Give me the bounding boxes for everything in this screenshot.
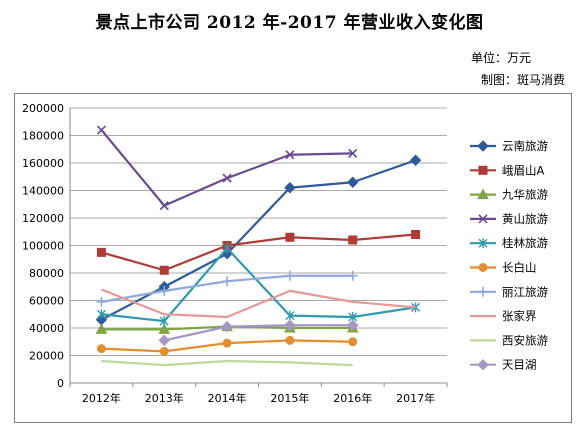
series-line bbox=[164, 324, 353, 342]
legend-marker bbox=[478, 263, 488, 272]
legend-marker bbox=[478, 214, 488, 224]
y-tick-label: 200000 bbox=[22, 102, 64, 115]
data-point bbox=[96, 247, 106, 257]
legend-label: 黄山旅游 bbox=[502, 212, 548, 226]
data-point bbox=[347, 176, 359, 188]
y-tick-label: 20000 bbox=[29, 350, 64, 363]
data-point bbox=[348, 235, 358, 245]
y-tick-label: 40000 bbox=[29, 322, 64, 335]
series-line bbox=[100, 159, 416, 321]
legend-marker bbox=[477, 358, 489, 371]
data-point bbox=[347, 319, 359, 331]
legend-label: 九华旅游 bbox=[502, 188, 548, 202]
data-point bbox=[159, 201, 169, 211]
x-tick-label: 2014年 bbox=[208, 391, 247, 405]
data-point bbox=[96, 344, 106, 354]
y-tick-label: 80000 bbox=[29, 267, 64, 280]
x-tick-label: 2016年 bbox=[333, 391, 372, 405]
data-point bbox=[348, 148, 358, 158]
data-point bbox=[285, 232, 295, 242]
y-tick-label: 120000 bbox=[22, 212, 64, 225]
x-tick-label: 2012年 bbox=[82, 391, 121, 405]
legend-label: 丽江旅游 bbox=[502, 285, 548, 299]
y-tick-label: 60000 bbox=[29, 295, 64, 308]
series-line bbox=[101, 288, 416, 319]
data-point bbox=[96, 309, 106, 320]
data-point bbox=[285, 310, 295, 321]
legend-label: 云南旅游 bbox=[502, 139, 548, 153]
x-tick-label: 2017年 bbox=[396, 391, 435, 405]
chart-title: 景点上市公司 2012 年-2017 年营业收入变化图 bbox=[95, 13, 484, 33]
legend-marker bbox=[477, 188, 489, 200]
legend-label: 天目湖 bbox=[502, 358, 537, 372]
data-point bbox=[159, 316, 169, 327]
y-tick-label: 100000 bbox=[22, 240, 64, 253]
legend-marker bbox=[478, 238, 488, 249]
legend-marker bbox=[478, 286, 488, 297]
unit-label: 单位：万元 bbox=[470, 51, 531, 65]
data-point bbox=[221, 320, 233, 333]
series-line bbox=[101, 233, 416, 272]
data-point bbox=[285, 150, 295, 160]
legend-label: 张家界 bbox=[502, 309, 537, 323]
legend-label: 西安旅游 bbox=[502, 333, 548, 347]
data-point bbox=[284, 270, 295, 281]
legend-label: 峨眉山A bbox=[502, 163, 544, 177]
data-point bbox=[284, 182, 296, 194]
legend-label: 桂林旅游 bbox=[502, 236, 548, 250]
data-point bbox=[158, 334, 170, 347]
legend-marker bbox=[477, 140, 489, 152]
y-tick-label: 160000 bbox=[22, 157, 64, 170]
data-point bbox=[409, 154, 422, 166]
legend-label: 长白山 bbox=[502, 261, 537, 275]
data-point bbox=[159, 265, 169, 275]
data-point bbox=[96, 296, 107, 307]
x-tick-label: 2013年 bbox=[145, 391, 184, 405]
data-point bbox=[158, 323, 171, 334]
data-point bbox=[95, 323, 108, 334]
made-by-label: 制图：斑马消费 bbox=[480, 73, 565, 87]
series-line bbox=[101, 247, 416, 323]
data-point bbox=[411, 230, 421, 239]
y-tick-label: 0 bbox=[57, 377, 64, 390]
data-point bbox=[159, 285, 170, 296]
x-tick-label: 2015年 bbox=[270, 391, 309, 405]
series-line bbox=[101, 359, 353, 367]
data-point bbox=[222, 243, 232, 254]
data-point bbox=[159, 346, 169, 356]
data-point bbox=[347, 270, 358, 281]
data-point bbox=[222, 173, 232, 183]
y-tick-label: 140000 bbox=[22, 185, 64, 198]
y-tick-label: 180000 bbox=[22, 130, 64, 143]
data-point bbox=[284, 319, 296, 331]
data-point bbox=[285, 335, 295, 345]
data-point bbox=[222, 276, 233, 287]
data-point bbox=[96, 125, 106, 135]
chart-frame bbox=[14, 93, 572, 423]
data-point bbox=[348, 337, 358, 347]
series-line bbox=[100, 129, 353, 207]
data-point bbox=[222, 338, 232, 348]
legend-marker bbox=[478, 165, 488, 175]
